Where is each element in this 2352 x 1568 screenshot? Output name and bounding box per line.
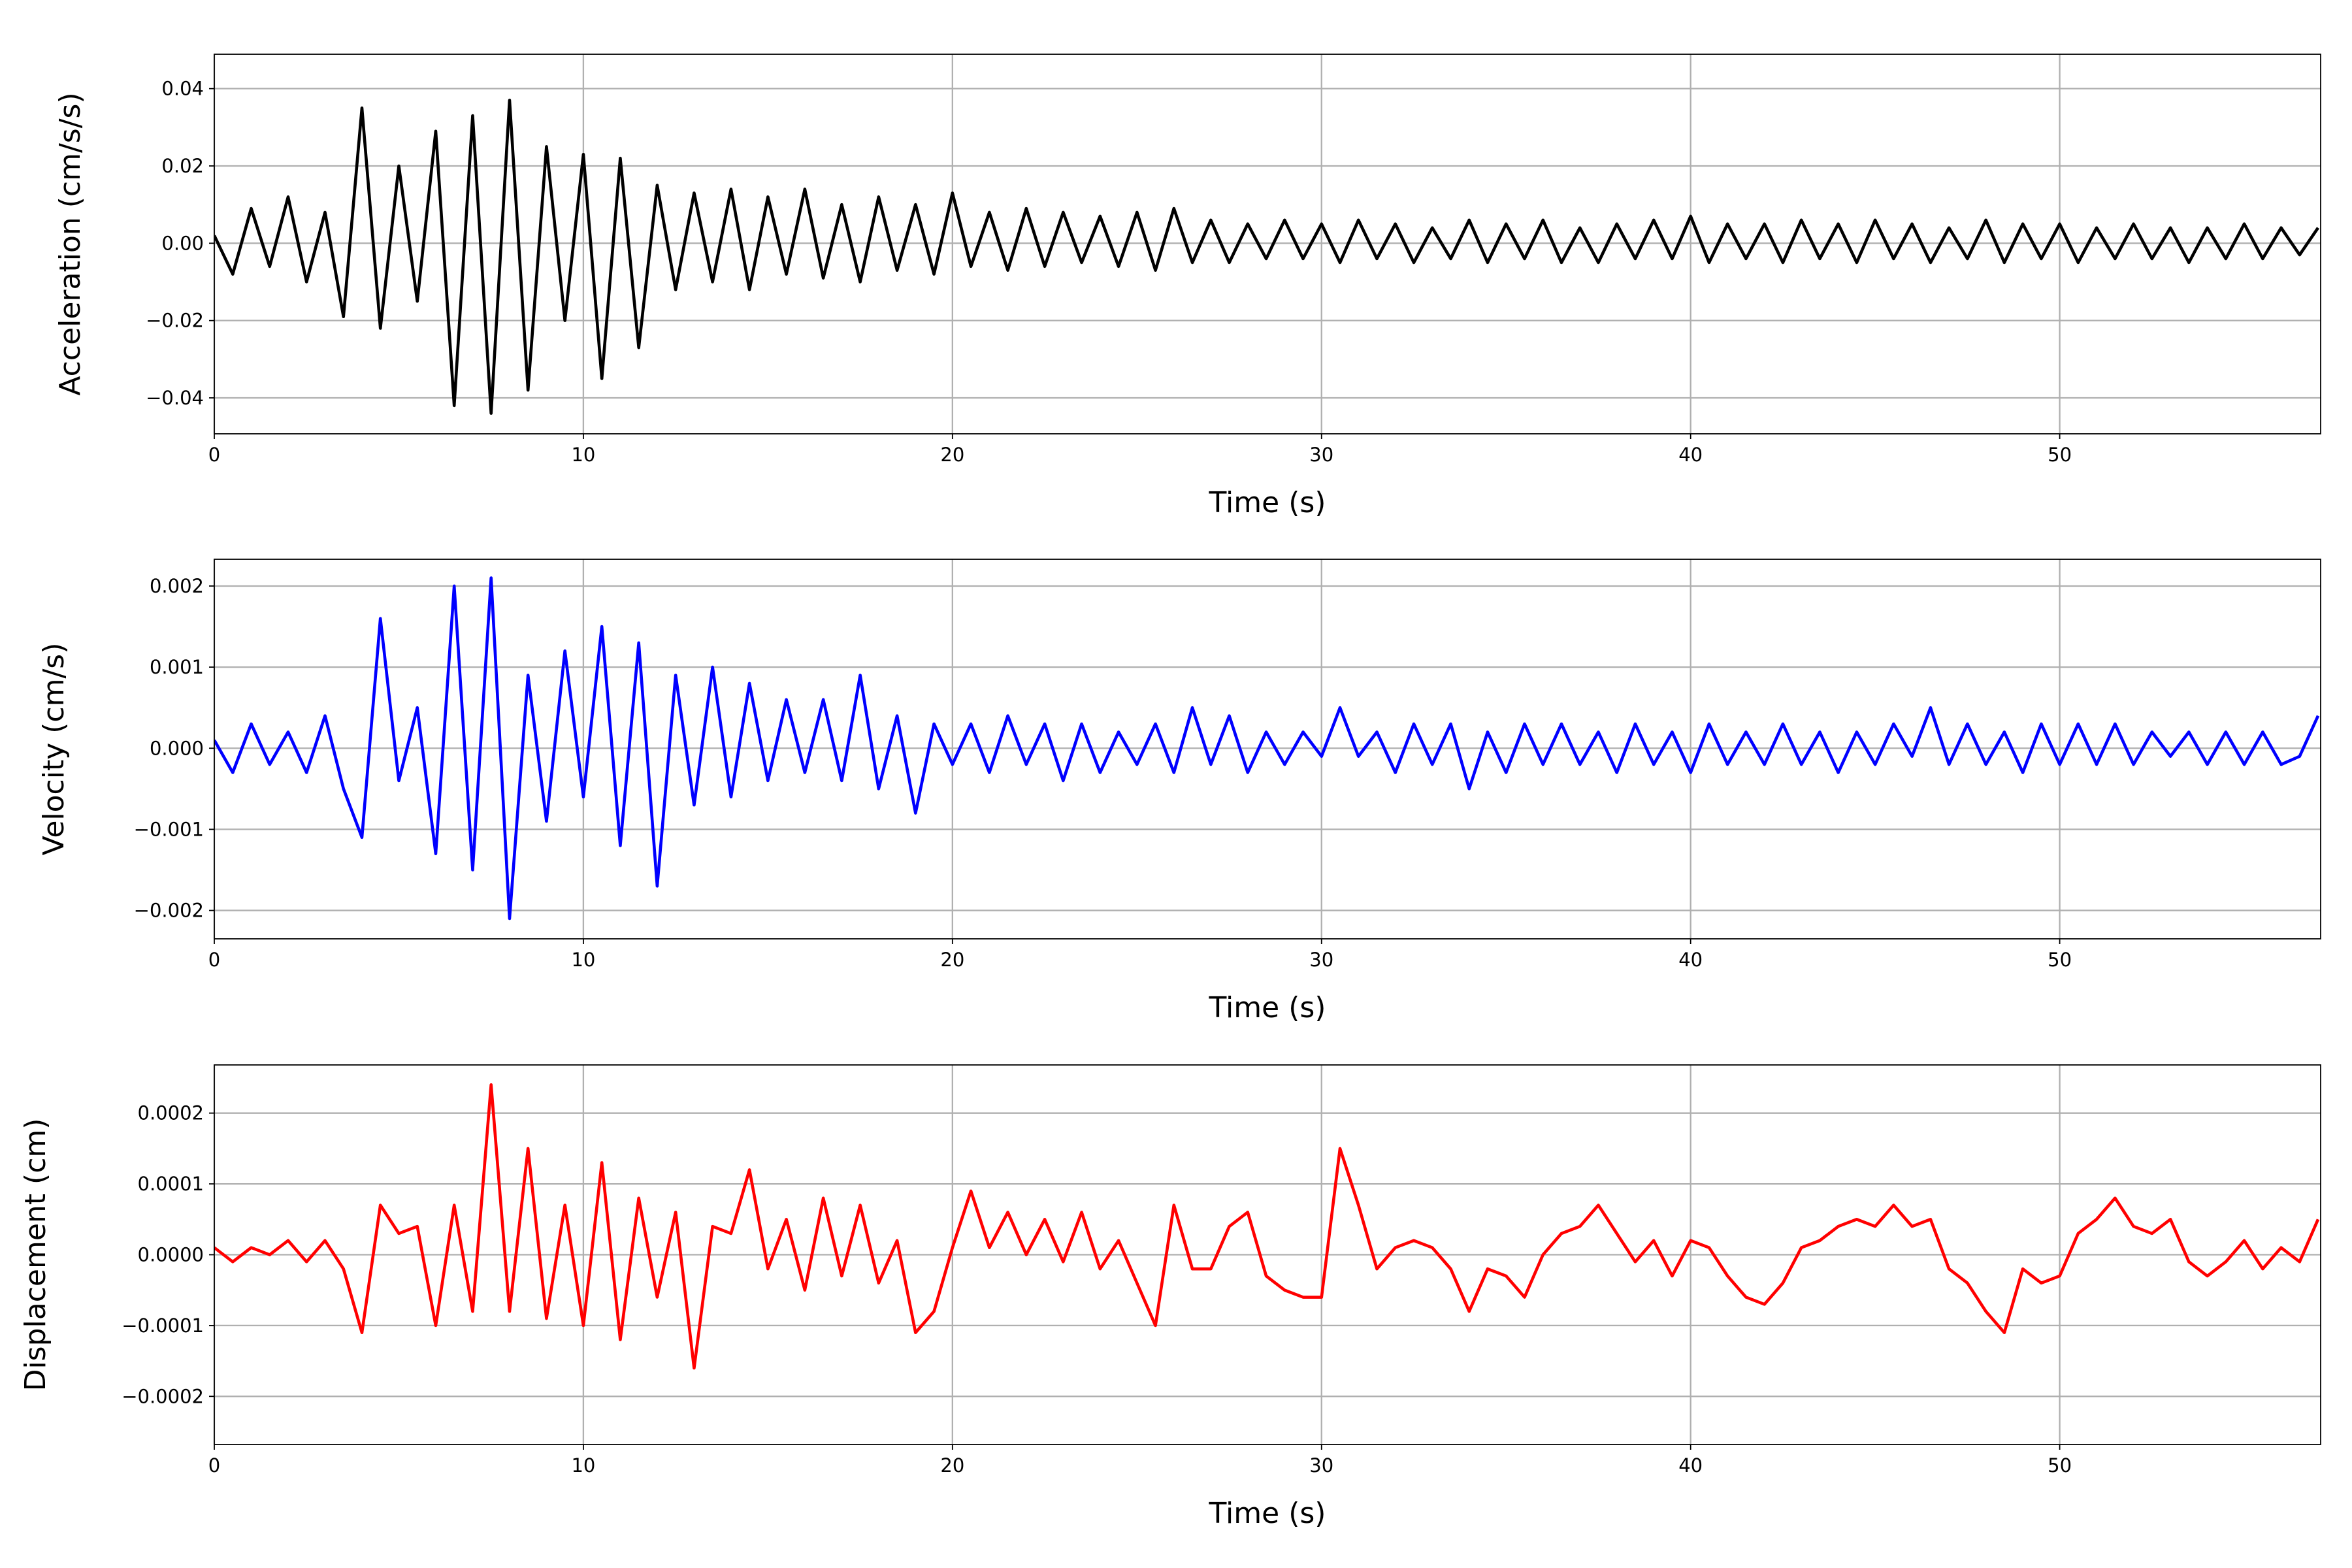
x-tick-label: 0	[208, 949, 220, 971]
x-tick-label: 10	[571, 949, 595, 971]
y-axis-label: Velocity (cm/s)	[37, 643, 71, 856]
x-axis-label: Time (s)	[1209, 1497, 1326, 1530]
x-tick-label: 20	[940, 949, 964, 971]
y-tick-label: 0.0001	[138, 1173, 204, 1195]
y-tick-label: −0.002	[134, 900, 204, 922]
x-tick-label: 50	[2048, 444, 2072, 466]
x-tick-label: 40	[1678, 949, 1703, 971]
y-tick-label: 0.0000	[138, 1244, 204, 1266]
x-tick-label: 40	[1678, 444, 1703, 466]
x-tick-label: 30	[1309, 1454, 1333, 1477]
axes-frame	[214, 54, 2321, 434]
x-tick-label: 30	[1309, 444, 1333, 466]
axes-frame	[214, 1064, 2321, 1445]
y-tick-label: 0.00	[161, 232, 204, 254]
data-line	[214, 99, 2319, 415]
y-tick-label: 0.04	[161, 78, 204, 100]
y-tick-label: −0.04	[146, 387, 204, 409]
y-tick-label: 0.001	[150, 656, 204, 678]
y-tick-label: 0.002	[150, 575, 204, 597]
y-tick-label: −0.02	[146, 310, 204, 332]
x-tick-label: 30	[1309, 949, 1333, 971]
y-tick-label: −0.0002	[122, 1385, 204, 1407]
data-line	[214, 1083, 2320, 1370]
y-tick-label: 0.0002	[138, 1102, 204, 1124]
y-tick-label: 0.02	[161, 155, 204, 177]
data-line	[214, 576, 2320, 921]
x-tick-label: 50	[2048, 949, 2072, 971]
x-tick-label: 0	[208, 444, 220, 466]
x-tick-label: 40	[1678, 1454, 1703, 1477]
x-tick-label: 10	[571, 1454, 595, 1477]
x-tick-label: 0	[208, 1454, 220, 1477]
y-tick-label: 0.000	[150, 737, 204, 759]
y-tick-label: −0.0001	[122, 1315, 204, 1337]
y-axis-label: Displacement (cm)	[19, 1119, 52, 1392]
x-axis-label: Time (s)	[1209, 486, 1326, 519]
x-tick-label: 50	[2048, 1454, 2072, 1477]
x-axis-label: Time (s)	[1209, 991, 1326, 1024]
y-tick-label: −0.001	[134, 818, 204, 840]
y-axis-label: Acceleration (cm/s/s)	[54, 92, 87, 395]
x-tick-label: 20	[940, 1454, 964, 1477]
x-tick-label: 20	[940, 444, 964, 466]
axes-frame	[214, 559, 2321, 939]
x-tick-label: 10	[571, 444, 595, 466]
